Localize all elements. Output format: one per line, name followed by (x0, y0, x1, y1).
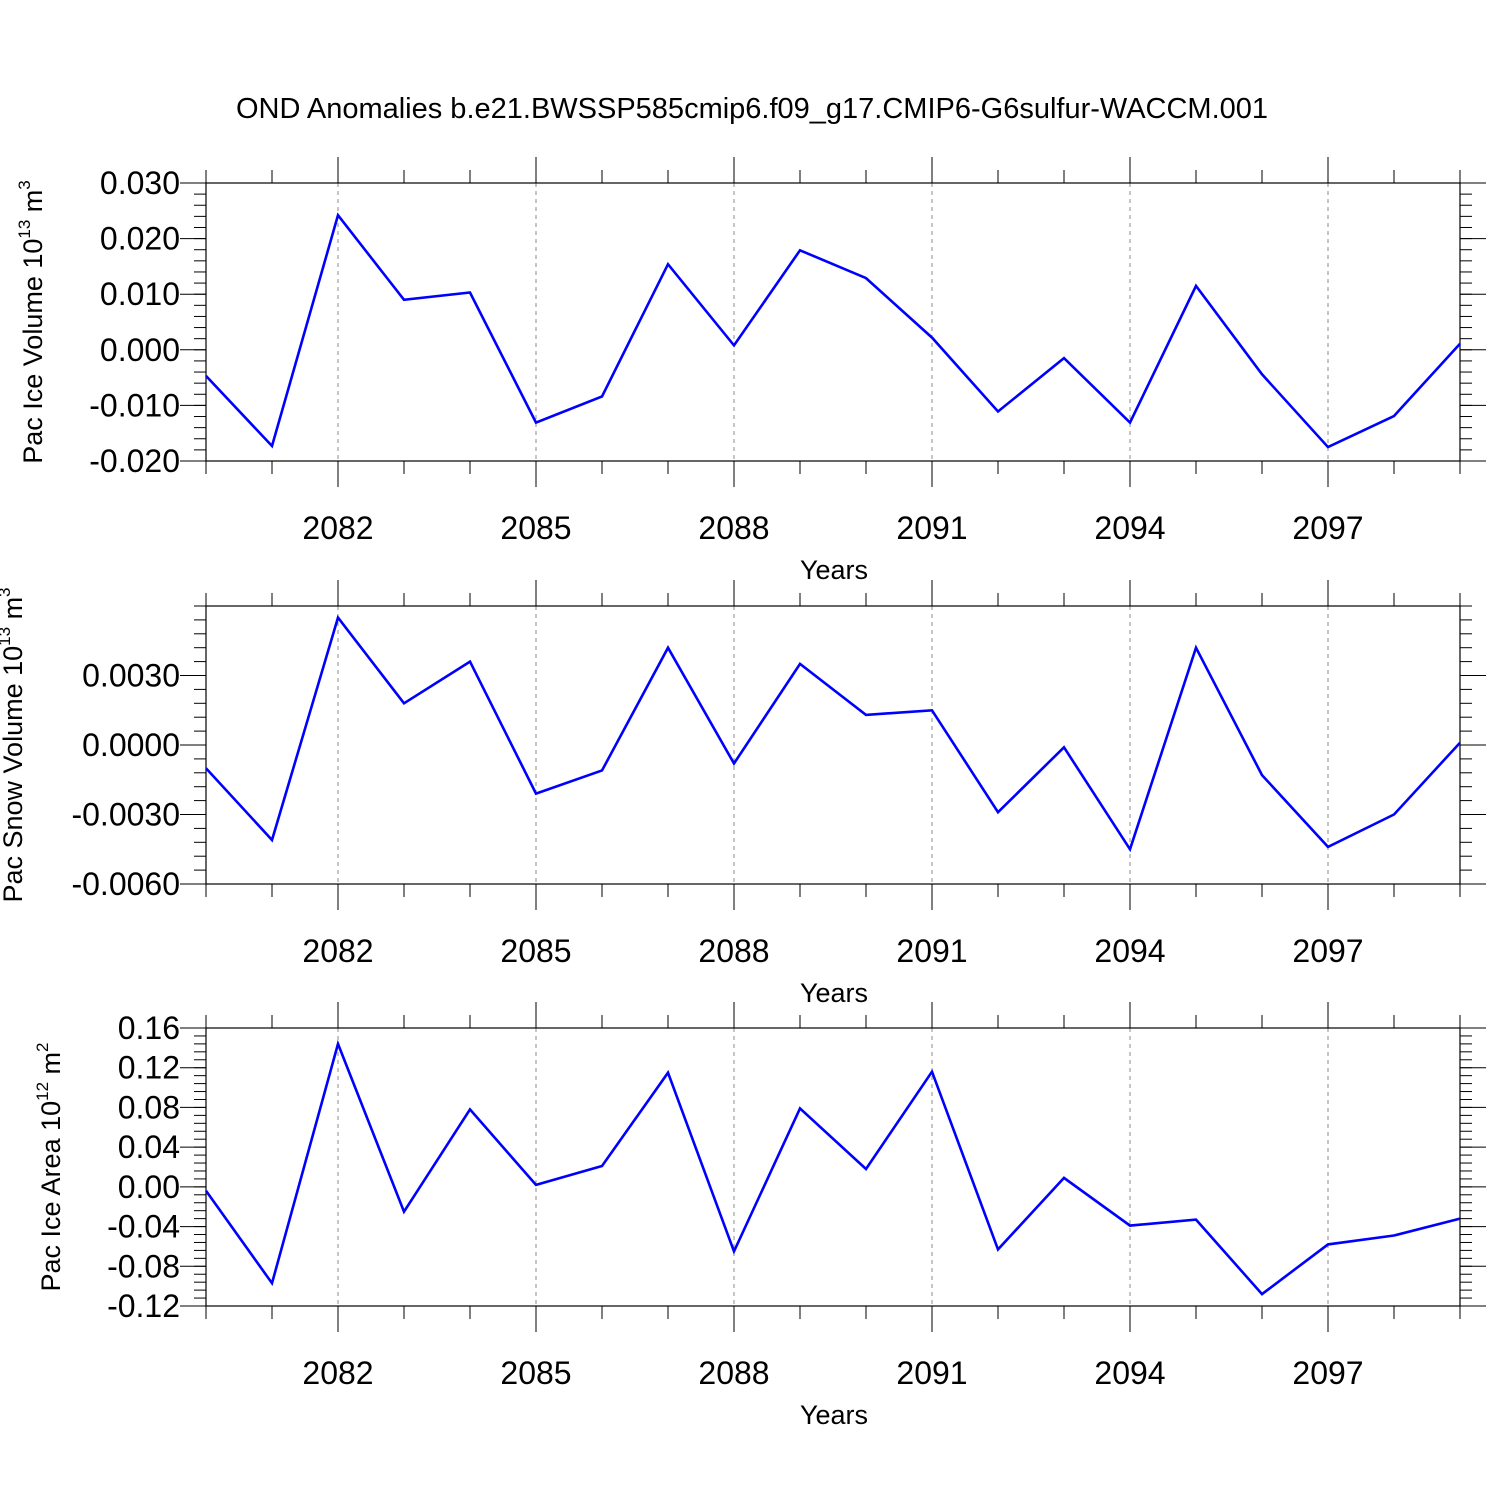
y-axis-label: Pac Ice Area 1012 m2 (33, 1042, 66, 1291)
y-tick-label: 0.08 (118, 1089, 180, 1125)
x-tick-label: 2088 (698, 510, 769, 546)
plot-frame (206, 606, 1460, 884)
x-tick-label: 2097 (1292, 1355, 1363, 1391)
x-axis-label: Years (800, 555, 868, 585)
y-tick-label: 0.030 (100, 165, 180, 201)
y-axis-label-unit: m (18, 190, 48, 220)
y-tick-label: -0.020 (89, 443, 180, 479)
y-tick-label: 0.16 (118, 1010, 180, 1046)
y-axis-label-unit-exponent: 2 (33, 1042, 52, 1051)
y-axis-label-exponent: 12 (33, 1082, 52, 1101)
y-tick-label: -0.0030 (71, 797, 180, 833)
y-axis-label-exponent: 13 (0, 627, 14, 646)
x-tick-label: 2082 (302, 1355, 373, 1391)
series-line (206, 1044, 1460, 1294)
x-tick-label: 2088 (698, 1355, 769, 1391)
y-tick-label: 0.010 (100, 276, 180, 312)
y-tick-label: 0.0000 (82, 727, 180, 763)
chart-title: OND Anomalies b.e21.BWSSP585cmip6.f09_g1… (236, 93, 1268, 125)
y-tick-label: 0.04 (118, 1129, 180, 1165)
y-axis-label-unit-exponent: 3 (0, 587, 14, 596)
y-axis-label-text: Pac Ice Area 10 (36, 1101, 66, 1292)
y-tick-label: 0.020 (100, 221, 180, 257)
x-tick-label: 2097 (1292, 933, 1363, 969)
y-axis-label-text: Pac Snow Volume 10 (0, 646, 28, 903)
y-tick-label: -0.010 (89, 387, 180, 423)
x-tick-label: 2094 (1094, 510, 1165, 546)
x-tick-label: 2082 (302, 510, 373, 546)
y-tick-label: -0.0060 (71, 866, 180, 902)
y-tick-label: 0.0030 (82, 658, 180, 694)
y-tick-label: -0.04 (107, 1209, 180, 1245)
y-axis-label: Pac Snow Volume 1013 m3 (0, 587, 28, 902)
x-tick-label: 2088 (698, 933, 769, 969)
chart-panel-3: -0.12 -0.08-0.04 0.00 0.04 0.080.12 0.16 2082 2… (33, 1002, 1486, 1430)
x-tick-label: 2094 (1094, 1355, 1165, 1391)
series-line (206, 215, 1460, 447)
x-tick-label: 2091 (896, 1355, 967, 1391)
y-tick-label: 0.000 (100, 332, 180, 368)
x-tick-label: 2091 (896, 933, 967, 969)
x-tick-label: 2097 (1292, 510, 1363, 546)
x-tick-label: 2085 (500, 933, 571, 969)
y-tick-label: -0.08 (107, 1248, 180, 1284)
series-line (206, 618, 1460, 850)
plot-frame (206, 183, 1460, 461)
y-axis-label-unit: m (36, 1052, 66, 1082)
y-axis-label: Pac Ice Volume 1013 m3 (15, 180, 48, 464)
y-axis-label-unit-exponent: 3 (15, 180, 34, 189)
x-tick-label: 2085 (500, 510, 571, 546)
x-tick-label: 2085 (500, 1355, 571, 1391)
chart-panel-1: -0.020 -0.010 0.000 0.010 0.020 0.030 2082 2085… (15, 157, 1486, 585)
x-tick-label: 2094 (1094, 933, 1165, 969)
x-axis-label: Years (800, 978, 868, 1008)
y-tick-label: -0.12 (107, 1288, 180, 1324)
y-axis-label-text: Pac Ice Volume 10 (18, 239, 48, 464)
plot-frame (206, 1028, 1460, 1306)
x-tick-label: 2082 (302, 933, 373, 969)
x-axis-label: Years (800, 1400, 868, 1430)
y-axis-label-exponent: 13 (15, 220, 34, 239)
x-tick-label: 2091 (896, 510, 967, 546)
chart-panel-2: -0.0060 -0.0030 0.0000 0.0030 2082 2085 2088 20… (0, 580, 1486, 1008)
y-axis-label-unit: m (0, 597, 28, 627)
y-tick-label: 0.12 (118, 1050, 180, 1086)
y-tick-label: 0.00 (118, 1169, 180, 1205)
